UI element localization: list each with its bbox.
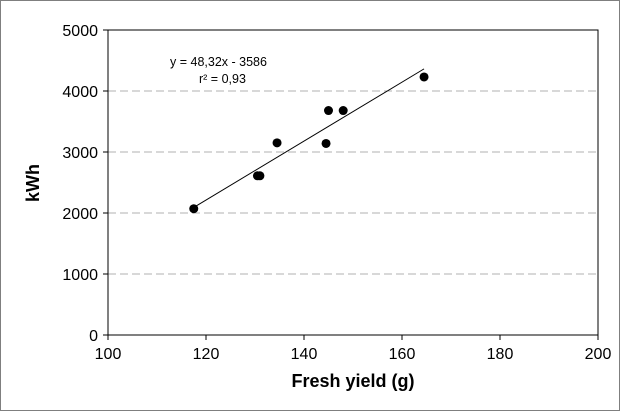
x-axis-ticks: 100 120 140 160 180 200 xyxy=(95,335,612,363)
x-tick-label-120: 120 xyxy=(193,346,220,363)
grid-lines xyxy=(108,90,598,275)
data-point-5 xyxy=(321,138,331,148)
plot-area xyxy=(107,29,599,336)
y-tick-label-1000: 1000 xyxy=(62,267,98,284)
x-tick-label-160: 160 xyxy=(389,346,416,363)
data-point-8 xyxy=(419,72,429,82)
data-point-7 xyxy=(338,106,348,116)
y-tick-label-3000: 3000 xyxy=(62,145,98,162)
x-tick-label-140: 140 xyxy=(291,346,318,363)
y-tick-label-0: 0 xyxy=(89,328,98,345)
y-axis-ticks: 0 1000 2000 3000 4000 5000 xyxy=(62,23,108,345)
y-tick-label-2000: 2000 xyxy=(62,206,98,223)
y-axis-title: kWh xyxy=(23,164,43,202)
y-tick-label-5000: 5000 xyxy=(62,23,98,40)
y-tick-label-4000: 4000 xyxy=(62,84,98,101)
x-tick-label-180: 180 xyxy=(487,346,514,363)
x-tick-label-200: 200 xyxy=(585,346,612,363)
x-axis-title: Fresh yield (g) xyxy=(291,371,414,391)
x-tick-label-100: 100 xyxy=(95,346,122,363)
equation-label: y = 48,32x - 3586 xyxy=(170,55,267,69)
data-points xyxy=(189,72,429,214)
trendline xyxy=(193,68,425,208)
data-point-4 xyxy=(272,138,282,148)
data-point-1 xyxy=(189,204,199,214)
r-squared-label: r² = 0,93 xyxy=(199,72,246,86)
data-point-6 xyxy=(324,106,333,116)
data-point-3 xyxy=(255,171,265,181)
